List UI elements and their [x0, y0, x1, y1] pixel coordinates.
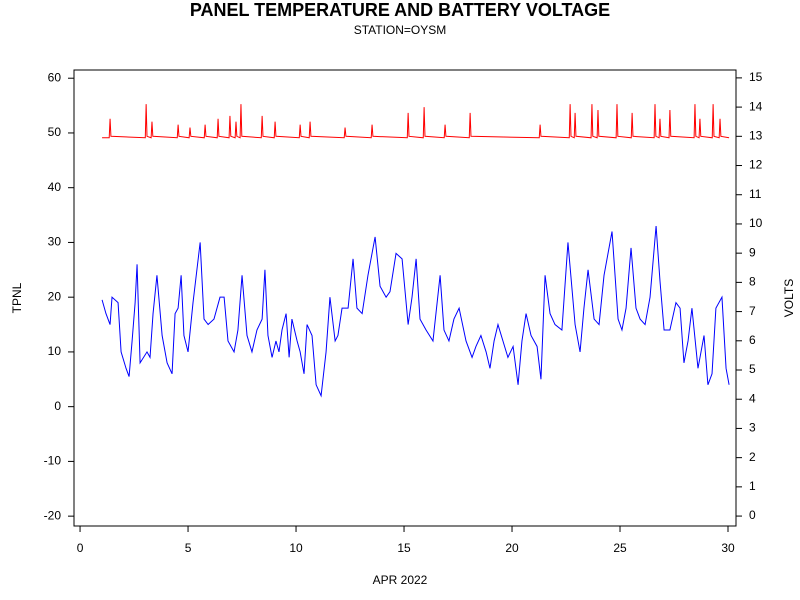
y2-tick-label: 3	[749, 421, 756, 435]
y2-tick-label: 5	[749, 362, 756, 376]
data-line	[101, 225, 730, 398]
y-tick-label: 40	[48, 180, 62, 194]
y2-tick-label: 15	[749, 70, 763, 84]
y2-tick-label: 14	[749, 99, 763, 113]
y2-tick-label: 8	[749, 275, 756, 289]
y2-tick-label: 4	[749, 391, 756, 405]
y2-tick-label: 12	[749, 158, 763, 172]
y2-tick-label: 10	[749, 216, 763, 230]
x-tick-label: 15	[397, 541, 411, 555]
data-line	[102, 104, 730, 139]
x-axis-label: APR 2022	[373, 573, 428, 587]
y2-tick-label: 9	[749, 245, 756, 259]
y-tick-label: 20	[48, 289, 62, 303]
y2-tick-label: 11	[749, 187, 762, 201]
y2-tick-label: 6	[749, 333, 756, 347]
y-tick-label: -10	[44, 454, 62, 468]
y-axis-label: TPNL	[10, 282, 24, 313]
y2-axis-label: VOLTS	[782, 279, 796, 317]
y2-tick-label: 0	[749, 508, 756, 522]
y-tick-label: 30	[48, 235, 62, 249]
y-tick-label: 10	[48, 344, 62, 358]
x-tick-label: 0	[77, 541, 84, 555]
x-tick-label: 10	[289, 541, 303, 555]
x-tick-label: 30	[721, 541, 735, 555]
y2-tick-label: 1	[749, 479, 756, 493]
x-tick-label: 20	[505, 541, 519, 555]
y-tick-label: 0	[54, 399, 61, 413]
y-tick-label: 50	[48, 125, 62, 139]
x-tick-label: 5	[185, 541, 192, 555]
y2-tick-label: 2	[749, 450, 756, 464]
y2-tick-label: 13	[749, 128, 763, 142]
plot-frame	[73, 69, 737, 527]
chart-title: PANEL TEMPERATURE AND BATTERY VOLTAGE	[190, 0, 610, 20]
y-tick-label: -20	[44, 508, 62, 522]
chart-subtitle: STATION=OYSM	[354, 23, 447, 37]
y-tick-label: 60	[48, 70, 62, 84]
y2-tick-label: 7	[749, 304, 756, 318]
x-tick-label: 25	[613, 541, 627, 555]
